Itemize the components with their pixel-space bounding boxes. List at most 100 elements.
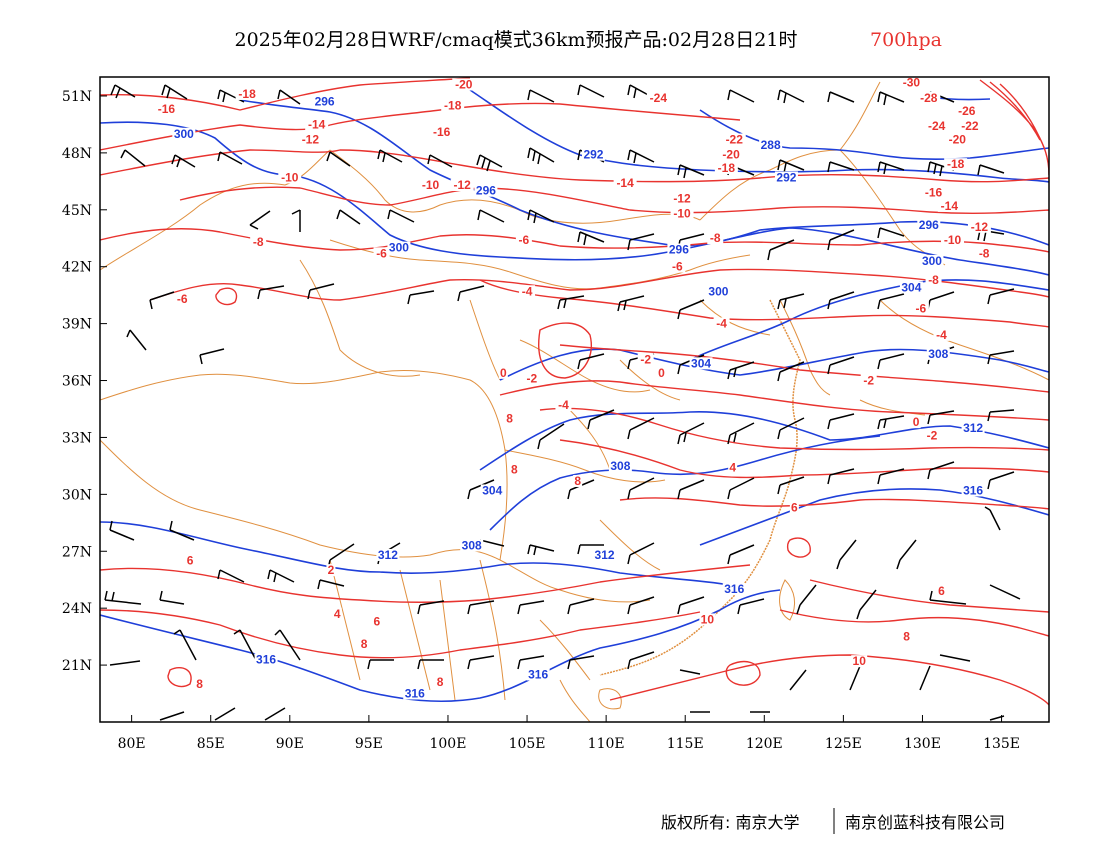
wind-barb xyxy=(984,506,1001,531)
geopotential-label: 316 xyxy=(405,686,425,700)
wind-barb xyxy=(477,209,505,223)
temperature-label: -28 xyxy=(920,91,938,105)
temperature-label: -12 xyxy=(454,178,472,192)
geopotential-label: 308 xyxy=(462,538,482,552)
temperature-label-bg xyxy=(372,615,382,628)
wind-barb xyxy=(467,600,495,615)
temperature-label-bg xyxy=(235,87,259,100)
wind-barb xyxy=(877,293,905,310)
temperature-label: 6 xyxy=(187,554,194,568)
temperature-label-bg xyxy=(509,463,519,476)
geopotential-label: 300 xyxy=(922,254,942,268)
geopotential-label-bg xyxy=(254,653,278,666)
temperature-label-bg xyxy=(450,179,474,192)
temperature-label: 8 xyxy=(574,474,581,488)
temperature-label: -18 xyxy=(238,87,256,101)
geopotential-label-bg xyxy=(774,171,798,184)
wind-barb xyxy=(214,707,236,721)
wind-barb xyxy=(126,329,147,351)
wind-barb xyxy=(677,299,705,320)
temperature-label-bg xyxy=(911,416,921,429)
isohypse-312-east xyxy=(479,411,1049,471)
temperature-label: -16 xyxy=(925,186,943,200)
geopotential-label-bg xyxy=(172,127,196,140)
wind-barb xyxy=(679,669,701,675)
figure-title: 2025年02月28日WRF/cmaq模式36km预报产品:02月28日21时 xyxy=(235,29,798,51)
geopotential-label-bg xyxy=(759,139,783,152)
wind-barb xyxy=(827,413,855,430)
temperature-label-bg xyxy=(976,247,993,260)
temperature-label-bg xyxy=(278,171,302,184)
isotherm-8-southern-edge xyxy=(609,654,1049,706)
wind-barb xyxy=(577,84,605,98)
wind-barb xyxy=(987,350,1015,365)
wind-barb xyxy=(789,669,807,691)
copyright-right: 南京创蓝科技有限公司 xyxy=(845,813,1005,832)
geopotential-label: 296 xyxy=(476,184,496,198)
plot-frame xyxy=(99,76,1050,723)
temperature-label-bg xyxy=(441,99,465,112)
lon-tick-label: 90E xyxy=(276,736,304,752)
wind-barb xyxy=(527,147,555,165)
map-layers: -16-18-14-12-10-8-6-6-20-18-16-10 -12-6-4… xyxy=(100,77,1049,722)
isotherm-small-loop-4 xyxy=(167,666,192,688)
wind-barb xyxy=(149,291,175,310)
wind-barbs xyxy=(104,84,1021,721)
wind-barb xyxy=(737,598,765,615)
temperature-label-bg xyxy=(923,429,940,442)
wind-barb xyxy=(677,164,705,179)
wind-barb xyxy=(827,229,855,251)
wind-barb xyxy=(727,422,755,445)
wind-barb xyxy=(587,409,615,430)
wind-barb xyxy=(989,584,1021,600)
wind-barb xyxy=(627,233,655,251)
geopotential-label-bg xyxy=(899,281,923,294)
wind-barb xyxy=(161,84,188,100)
wind-barb xyxy=(977,164,1005,176)
temperature-label-bg xyxy=(941,234,965,247)
lat-tick-label: 21N xyxy=(62,658,92,674)
province-lines-2 xyxy=(504,299,771,483)
lon-tick-label: 80E xyxy=(118,736,146,752)
geopotential-label-bg xyxy=(313,95,337,108)
temperature-label: -6 xyxy=(519,233,530,247)
isotherm-8-south xyxy=(100,609,701,659)
temperature-label: -24 xyxy=(650,91,668,105)
lon-tick-label: 95E xyxy=(355,736,383,752)
temperature-label: -6 xyxy=(376,246,387,260)
isotherm-8-southeast xyxy=(809,579,1049,613)
temperature-label-bg xyxy=(917,91,941,104)
temperature-label: -22 xyxy=(726,133,744,147)
wind-barb xyxy=(537,423,565,450)
wind-barb xyxy=(387,209,415,223)
temperature-label-bg xyxy=(523,372,540,385)
temperature-label: -18 xyxy=(947,157,965,171)
wind-barb xyxy=(109,660,141,666)
temperature-label-bg xyxy=(713,317,730,330)
lon-tick-label: 130E xyxy=(904,736,941,752)
wind-barb xyxy=(199,348,225,365)
taiwan-outline xyxy=(779,579,796,621)
korea-japan-coast xyxy=(779,299,1049,416)
wind-barb xyxy=(777,89,805,104)
temperature-label: -18 xyxy=(444,98,462,112)
temperature-label: -4 xyxy=(558,398,569,412)
wind-barb xyxy=(110,84,136,99)
lon-tick-label: 105E xyxy=(509,736,546,752)
wind-barb xyxy=(274,629,301,661)
wind-barb xyxy=(159,711,185,721)
isotherm-small-loop-1 xyxy=(725,660,761,686)
wind-barb xyxy=(987,409,1015,422)
wind-barb xyxy=(336,209,361,225)
temperature-label-bg xyxy=(933,328,950,341)
wind-barb xyxy=(217,151,243,165)
isotherm-4 xyxy=(559,439,1049,479)
wind-barb xyxy=(927,161,955,177)
temperature-label-bg xyxy=(298,133,322,146)
temperature-label-bg xyxy=(967,220,991,233)
isotherm-8-west-loop xyxy=(538,322,592,379)
temperature-label-bg xyxy=(714,161,738,174)
map-axes xyxy=(100,95,1003,722)
temperature-label: -4 xyxy=(716,317,727,331)
